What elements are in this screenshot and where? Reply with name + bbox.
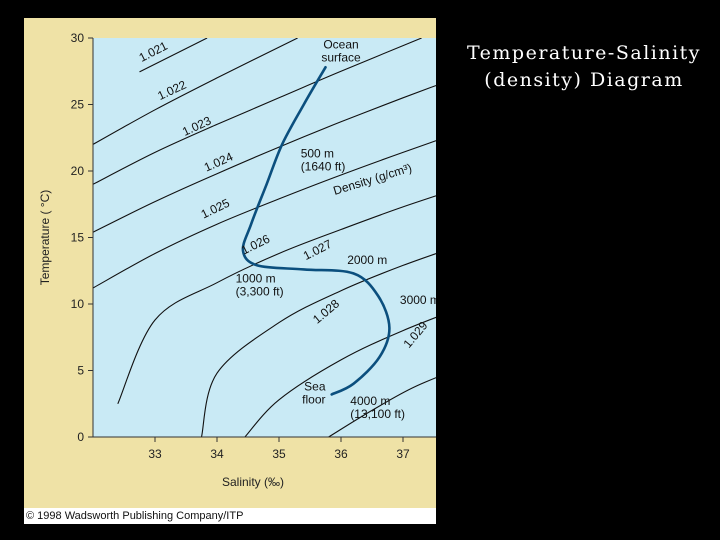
annotation-m3000: 3000 m — [400, 293, 436, 307]
x-tick-label-37: 37 — [396, 447, 410, 461]
y-tick-label-10: 10 — [71, 297, 85, 311]
profile-curve — [241, 66, 391, 396]
figure-panel: 0 5 10 15 20 25 30 33 34 35 36 37 Salinity (‰) Temper… — [24, 18, 436, 524]
isopycnal-lines — [93, 38, 436, 437]
isopycnal-1-027 — [200, 253, 436, 437]
annotation-m4000: 4000 m (13,100 ft) — [350, 394, 405, 421]
isopycnal-1-024 — [93, 84, 436, 233]
slide-title-line-1: Temperature-Salinity — [466, 42, 702, 64]
y-tick-label-20: 20 — [71, 164, 85, 178]
isopycnal-1-028 — [244, 316, 436, 437]
annotation-sea-floor: Sea floor — [302, 379, 326, 406]
x-tick-label-33: 33 — [148, 447, 162, 461]
y-tick-label-0: 0 — [77, 430, 84, 444]
annotation-m1000: 1000 m (3,300 ft) — [236, 272, 284, 299]
y-tick-label-5: 5 — [77, 364, 84, 378]
x-tick-label-36: 36 — [334, 447, 348, 461]
annotation-ocean-surface: Ocean surface — [321, 38, 361, 65]
isopycnal-1-023 — [93, 38, 422, 185]
annotation-m2000: 2000 m — [347, 253, 387, 267]
ts-diagram-chart: 0 5 10 15 20 25 30 33 34 35 36 37 Salinity (‰) Temper… — [38, 31, 436, 489]
copyright-bar: © 1998 Wadsworth Publishing Company/ITP — [24, 508, 436, 524]
isopycnal-1-029 — [328, 377, 436, 437]
x-axis-title: Salinity (‰) — [222, 475, 284, 489]
x-tick-label-35: 35 — [272, 447, 286, 461]
isopycnal-1-021 — [139, 38, 208, 73]
y-tick-label-25: 25 — [71, 98, 85, 112]
slide-title-line-2: (density) Diagram — [484, 69, 684, 91]
x-tick-label-34: 34 — [210, 447, 224, 461]
axes: 0 5 10 15 20 25 30 33 34 35 36 37 Salinity (‰) Temper… — [38, 31, 436, 489]
isopycnal-1-026 — [117, 195, 436, 405]
y-tick-label-15: 15 — [71, 231, 85, 245]
isopycnal-1-022 — [93, 38, 298, 145]
profile-curve-group — [241, 66, 391, 396]
annotation-m500: 500 m (1640 ft) — [301, 147, 346, 174]
isopycnal-1-025 — [93, 140, 436, 289]
y-axis-title: Temperature ( °C) — [38, 190, 52, 286]
slide-title: Temperature-Salinity (density) Diagram — [448, 40, 720, 94]
y-tick-label-30: 30 — [71, 31, 85, 45]
copyright-text: © 1998 Wadsworth Publishing Company/ITP — [26, 510, 244, 522]
